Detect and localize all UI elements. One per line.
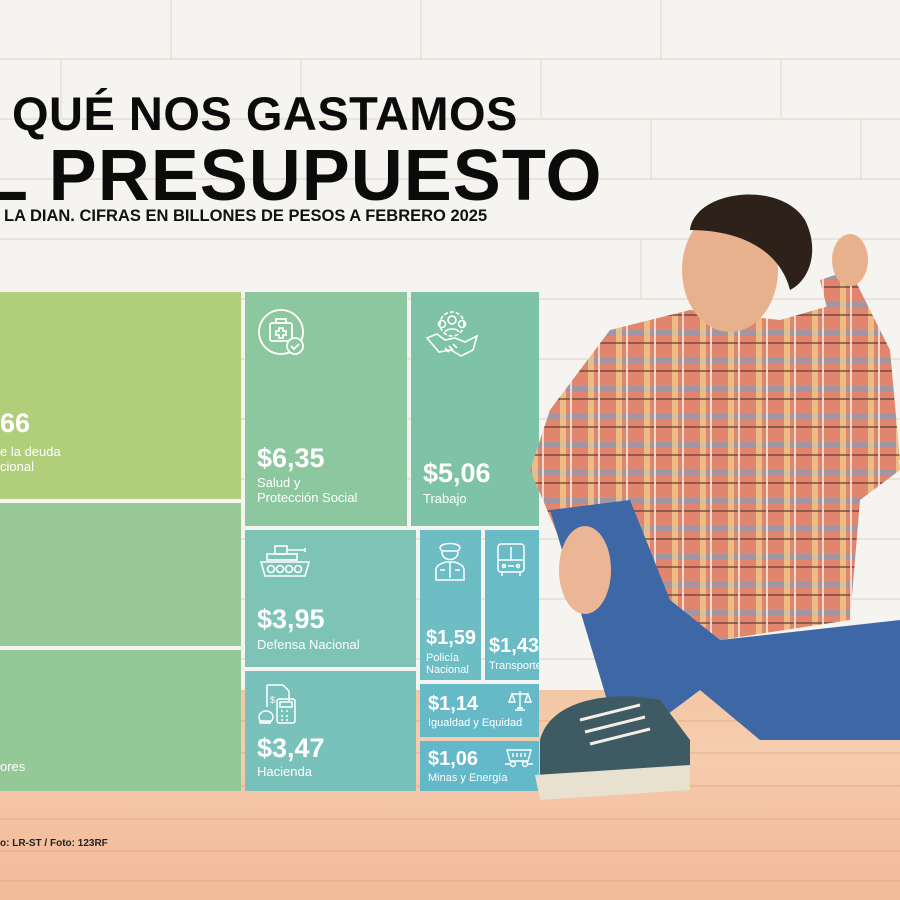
cell-bottom-green: ores [0,650,241,791]
minas-label: Minas y Energía [428,772,508,784]
title-line-1: QUÉ NOS GASTAMOS [12,87,518,140]
cell-middle-green [0,503,241,646]
svg-text:$: $ [270,695,275,705]
cell-defensa: $3,95 Defensa Nacional [245,530,416,667]
salud-value: $6,35 [257,443,325,473]
salud-label-1: Salud y [257,475,301,490]
cell-trabajo: $5,06 Trabajo [411,292,539,526]
trabajo-value: $5,06 [423,458,491,488]
trabajo-label: Trabajo [423,491,467,506]
cell-hacienda: $ $3,47 Hacienda [245,671,416,791]
defensa-value: $3,95 [257,604,325,634]
scales-icon [508,691,532,711]
deuda-label-2: cional [0,459,34,474]
title-line-2: L PRESUPUESTO [0,136,603,216]
policia-value: $1,59 [426,627,477,649]
photo-credit: o: LR-ST / Foto: 123RF [0,838,108,849]
cell-deuda: 66 e la deuda cional [0,292,241,499]
defensa-label: Defensa Nacional [257,637,360,652]
hacienda-value: $3,47 [257,733,325,763]
minas-value: $1,06 [428,748,479,770]
cell-igualdad: $1,14 Igualdad y Equidad [420,684,539,737]
cell-minas: $1,06 Minas y Energía [420,741,539,791]
handshake-team-icon [425,311,479,357]
police-officer-icon [435,542,465,581]
policia-label-1: Policía [426,652,460,664]
bus-icon [497,543,525,576]
hacienda-label: Hacienda [257,764,312,779]
transporte-value: $1,43 [489,635,539,657]
deuda-value: 66 [0,408,31,438]
medical-kit-icon [258,309,304,355]
photo-young-man-sitting [530,194,900,800]
salud-label-2: Protección Social [257,490,358,505]
deuda-label-1: e la deuda [0,444,61,459]
calculator-money-icon: $ [258,684,296,724]
cell-salud: $6,35 Salud y Protección Social [245,292,407,526]
tank-icon [259,545,311,577]
cell-policia: $1,59 Policía Nacional [420,530,481,680]
cell-transporte: $1,43 Transporte [485,530,539,680]
bottom-green-label: ores [0,759,26,774]
igualdad-label: Igualdad y Equidad [428,717,523,729]
subtitle: LA DIAN. CIFRAS EN BILLONES DE PESOS A F… [4,207,488,225]
igualdad-value: $1,14 [428,693,479,715]
mine-cart-icon [505,749,533,768]
transporte-label: Transporte [489,660,539,672]
policia-label-2: Nacional [426,664,469,676]
